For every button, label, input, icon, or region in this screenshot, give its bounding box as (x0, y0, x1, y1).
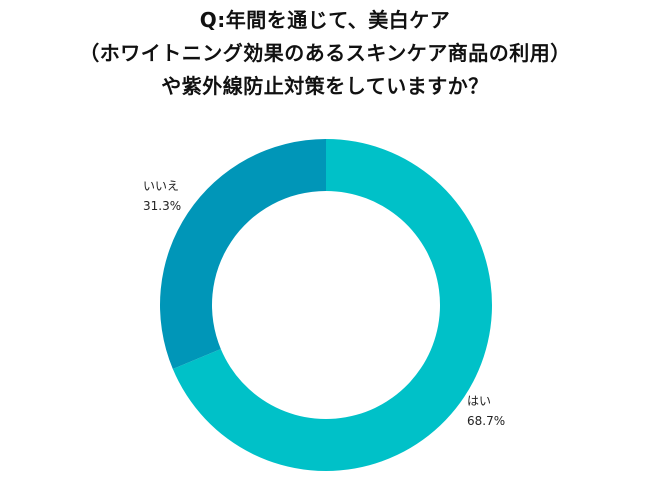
donut-slices (160, 139, 493, 471)
slice-label-no-name: いいえ (143, 179, 179, 193)
slice-value-yes-text: 68.7% (467, 414, 505, 428)
chart-title: Q:年間を通じて、美白ケア （ホワイトニング効果のあるスキンケア商品の利用） や… (0, 4, 650, 103)
donut-slice-no (160, 139, 326, 370)
chart-title-line-2: （ホワイトニング効果のあるスキンケア商品の利用） (79, 41, 571, 65)
slice-value-yes: 68.7% (467, 414, 505, 428)
chart-title-line-3: や紫外線防止対策をしていますか？ (161, 74, 489, 98)
slice-label-yes-name: はい (467, 394, 491, 408)
slice-label-no: いいえ (143, 179, 179, 193)
slice-label-yes: はい (467, 394, 491, 408)
slice-value-no: 31.3% (143, 199, 181, 213)
chart-title-line-1: Q:年間を通じて、美白ケア (199, 8, 451, 32)
slice-value-no-text: 31.3% (143, 199, 181, 213)
donut-slice-yes (172, 139, 493, 471)
